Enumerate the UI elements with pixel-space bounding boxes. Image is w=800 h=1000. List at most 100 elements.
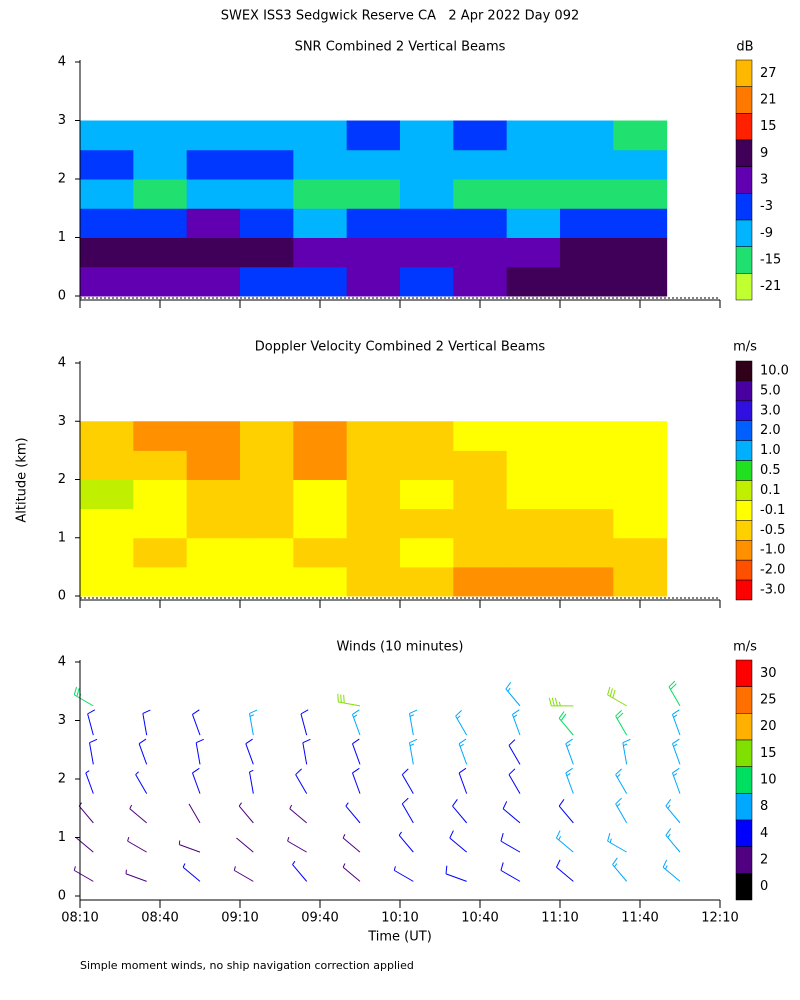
heat-cell: [346, 237, 401, 268]
colorbar-label: -2.0: [760, 563, 785, 578]
colorbar-unit: m/s: [733, 640, 757, 655]
x-tick-label: 11:10: [541, 911, 578, 926]
heat-cell: [506, 237, 561, 268]
x-tick-label: 08:10: [61, 911, 98, 926]
colorbar-label: 0.5: [760, 463, 781, 478]
wind-barb: [295, 768, 308, 794]
heat-cell: [80, 179, 134, 209]
wind-barb: [342, 863, 361, 882]
wind-barb: [607, 686, 627, 707]
colorbar-unit: dB: [736, 40, 753, 55]
y-tick-label: 1: [58, 230, 66, 245]
heat-cell: [186, 421, 241, 451]
wind-barb: [508, 739, 521, 765]
wind-barb: [672, 738, 681, 765]
wind-barb: [565, 767, 574, 794]
heat-cell: [240, 450, 294, 480]
wind-barb: [607, 833, 627, 853]
heat-cell: [133, 149, 188, 180]
heat-cell: [613, 149, 668, 180]
colorbar-label: 9: [760, 146, 768, 161]
wind-barb: [401, 797, 414, 824]
heat-cell: [560, 566, 614, 597]
heat-cell: [613, 450, 668, 480]
wind-barb: [192, 767, 201, 794]
wind-barb: [195, 738, 204, 765]
heat-cell: [80, 537, 134, 568]
y-tick-label: 0: [58, 289, 66, 304]
heat-cell: [506, 208, 561, 238]
heat-cell: [186, 120, 241, 151]
y-tick-label: 4: [58, 356, 66, 371]
wind-barb: [458, 738, 468, 765]
heat-cell: [400, 566, 454, 597]
heat-cell: [346, 566, 401, 597]
heat-cell: [613, 179, 668, 209]
heat-cell: [80, 566, 134, 597]
wind-barb: [548, 697, 574, 707]
colorbar-label: 20: [760, 719, 777, 734]
colorbar-box: [735, 686, 753, 714]
colorbar-box: [735, 193, 753, 221]
heat-cell: [346, 479, 401, 510]
wind-barb: [352, 709, 361, 736]
x-tick-label: 09:40: [301, 911, 338, 926]
heat-cell: [80, 237, 134, 268]
heat-cell: [613, 421, 668, 451]
heat-cell: [560, 479, 614, 510]
footnote: Simple moment winds, no ship navigation …: [80, 959, 414, 972]
wind-barb: [127, 837, 147, 853]
heat-cell: [453, 421, 508, 451]
heat-cell: [400, 266, 454, 297]
heat-cell: [613, 479, 668, 510]
y-tick-label: 1: [58, 530, 66, 545]
colorbar-label: -9: [760, 226, 773, 241]
heat-cell: [293, 479, 348, 510]
heat-cell: [346, 537, 401, 568]
heat-cell: [400, 450, 454, 480]
wind-barb: [337, 693, 361, 707]
wind-barb: [612, 857, 628, 882]
colorbar-box: [735, 713, 753, 741]
y-tick-label: 0: [58, 589, 66, 604]
wind-barb: [73, 686, 94, 707]
wind-barb: [292, 860, 308, 882]
heat-cell: [186, 149, 241, 180]
heat-cell: [186, 450, 241, 480]
wind-barb: [615, 768, 628, 794]
heat-cell: [453, 149, 508, 180]
wind-barb: [672, 709, 681, 736]
y-tick-label: 3: [58, 713, 66, 728]
wind-barb: [249, 769, 254, 794]
colorbar-box: [735, 559, 753, 581]
wind-barb: [236, 837, 254, 853]
heat-cell: [506, 450, 561, 480]
wind-barb: [85, 770, 94, 794]
colorbar-box: [735, 500, 753, 521]
y-tick-label: 4: [58, 655, 66, 670]
heat-cell: [506, 179, 561, 209]
wind-barb: [449, 830, 467, 853]
wind-barb: [178, 840, 201, 853]
heat-cell: [346, 266, 401, 297]
heat-cell: [240, 179, 294, 209]
heat-cell: [506, 266, 561, 297]
x-tick-label: 10:10: [381, 911, 418, 926]
heat-cell: [186, 208, 241, 238]
colorbar-box: [735, 873, 753, 901]
heat-cell: [560, 266, 614, 297]
wind-barb: [445, 865, 467, 882]
wind-barb: [662, 859, 681, 882]
heat-cell: [400, 179, 454, 209]
colorbar-label: 15: [760, 746, 777, 761]
colorbar-label: -21: [760, 279, 781, 294]
heat-cell: [240, 566, 294, 597]
colorbar-box: [735, 400, 753, 422]
heat-cell: [346, 450, 401, 480]
wind-barb: [668, 680, 681, 707]
heat-cell: [240, 149, 294, 180]
colorbar-box: [735, 219, 753, 247]
wind-barb: [289, 804, 307, 824]
y-tick-label: 4: [58, 55, 66, 70]
